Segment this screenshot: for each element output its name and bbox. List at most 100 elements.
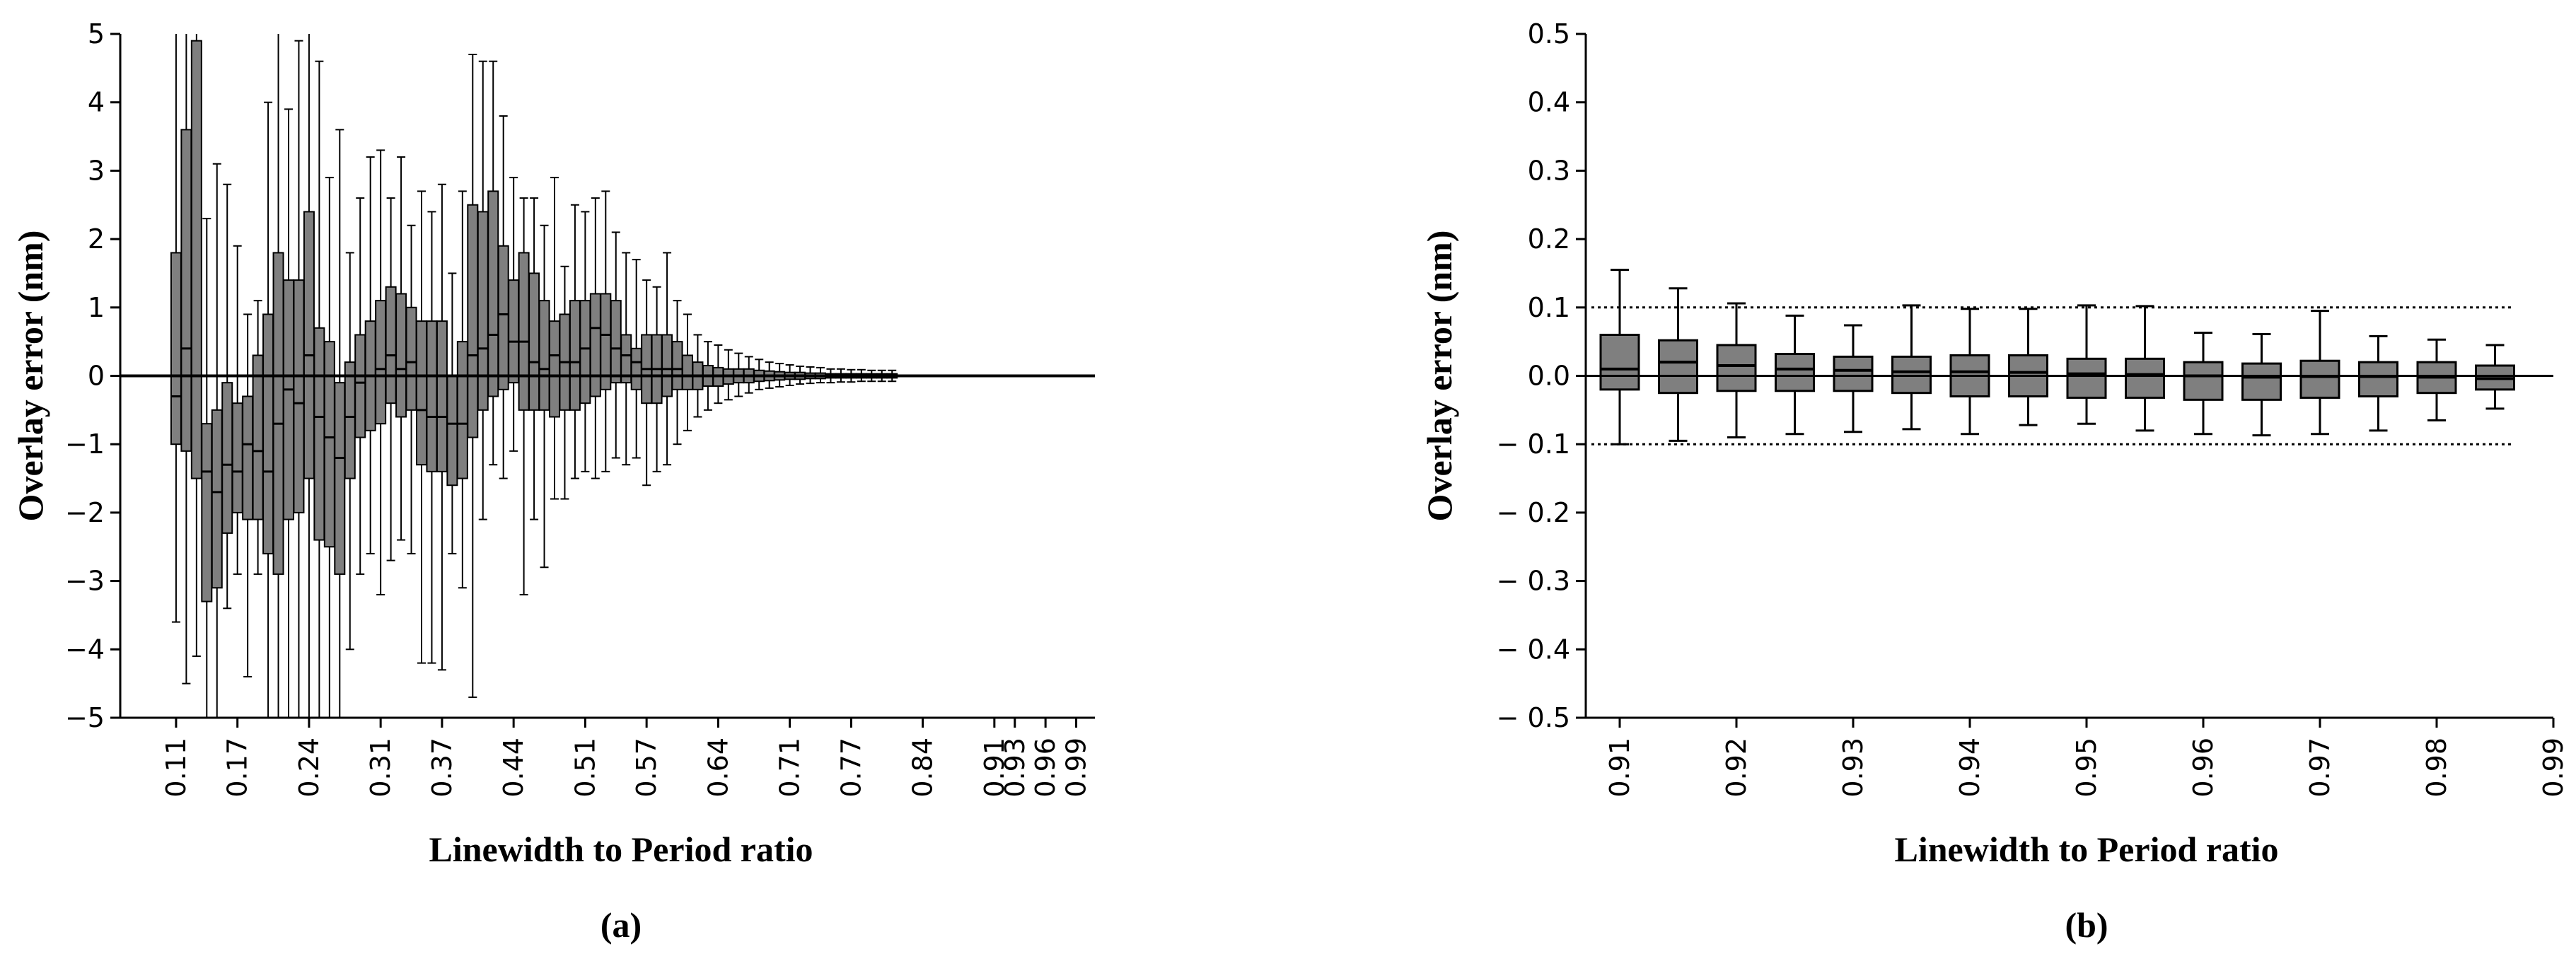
b-box-5 [1891, 304, 1932, 431]
a-box-4 [211, 163, 223, 718]
b-x-tick-label: 0.99 [2538, 738, 2569, 798]
a-box-rect [293, 279, 305, 513]
a-box-20 [375, 149, 387, 595]
a-box-rect [303, 211, 315, 479]
a-box-36 [538, 224, 550, 569]
b-box-rect [1833, 355, 1874, 392]
a-box-37 [549, 177, 560, 500]
b-boxes [1599, 269, 2515, 445]
a-box-53 [712, 344, 724, 404]
a-x-tick-label: 0.37 [427, 738, 458, 798]
a-box-31 [487, 60, 499, 466]
a-box-rect [395, 293, 407, 418]
a-x-tick-label: 0.51 [569, 738, 601, 798]
a-box-rect [579, 300, 591, 404]
a-box-rect [272, 252, 284, 575]
b-y-tick-label: 0.2 [1528, 223, 1570, 255]
a-y-tick-label: 0 [88, 361, 105, 392]
a-box-rect [610, 300, 622, 384]
a-box-rect [589, 293, 601, 397]
b-x-tick-label: 0.94 [1954, 738, 1985, 798]
a-box-34 [518, 197, 530, 595]
a-box-2 [190, 34, 202, 657]
a-box-5 [221, 183, 233, 610]
b-box-9 [2125, 305, 2165, 432]
b-box-10 [2183, 332, 2224, 436]
a-box-27 [446, 272, 458, 554]
a-box-0 [170, 34, 182, 623]
a-box-rect [252, 354, 264, 520]
b-y-tick-label: − 0.5 [1497, 702, 1570, 733]
a-box-rect [630, 347, 642, 390]
a-x-tick-label: 0.57 [631, 738, 662, 798]
b-box-1 [1658, 287, 1698, 442]
b-y-tick-label: − 0.4 [1497, 634, 1570, 665]
a-box-rect [497, 245, 509, 390]
a-x-tick-label: 0.11 [161, 738, 192, 798]
a-box-rect [518, 252, 530, 411]
a-x-tick-label: 0.77 [835, 738, 866, 798]
a-box-rect [426, 320, 438, 472]
a-x-tick-label: 0.91 [979, 738, 1010, 798]
a-box-24 [416, 190, 427, 664]
b-box-rect [2125, 357, 2165, 399]
b-box-4 [1833, 324, 1874, 433]
b-box-rect [2299, 359, 2340, 399]
a-y-tick-label: −2 [65, 497, 105, 528]
a-box-40 [579, 211, 591, 472]
a-box-rect [190, 40, 202, 479]
a-box-39 [569, 204, 581, 479]
b-box-3 [1775, 314, 1815, 436]
a-y-axis-label: Overlay error (nm) [11, 231, 50, 522]
a-y-tick-label: 4 [88, 87, 105, 118]
b-y-tick-label: 0.5 [1528, 18, 1570, 49]
a-x-axis-label: Linewidth to Period ratio [429, 829, 813, 869]
a-box-rect [467, 204, 479, 438]
a-box-rect [201, 423, 213, 602]
a-box-35 [528, 197, 540, 520]
a-box-12 [293, 40, 305, 718]
a-x-tick-label: 0.44 [498, 738, 529, 798]
b-y-ticks: − 0.5 − 0.4 − 0.3 − 0.2 − 0.1 0.0 0.1 0.2 0.3 0.4… [1497, 18, 1586, 733]
a-panel-label: (a) [601, 905, 642, 945]
b-box-rect [1658, 339, 1698, 395]
a-box-rect [477, 211, 489, 411]
a-x-tick-label: 0.17 [222, 738, 253, 798]
a-y-tick-label: −3 [65, 566, 105, 597]
a-y-tick-label: 1 [88, 292, 105, 323]
a-box-3 [201, 218, 213, 718]
b-x-ticks: 0.91 0.92 0.93 0.94 0.95 0.96 0.97 0.98 0.99 [1604, 718, 2569, 798]
a-box-rect [334, 382, 346, 575]
b-y-tick-label: − 0.1 [1497, 429, 1570, 460]
b-box-7 [2008, 308, 2048, 426]
a-box-33 [508, 177, 520, 452]
a-box-rect [538, 300, 550, 411]
a-box-rect [170, 252, 182, 445]
a-box-25 [426, 211, 438, 664]
a-x-tick-label: 0.71 [774, 738, 806, 798]
a-box-15 [323, 177, 335, 718]
b-x-tick-label: 0.97 [2304, 738, 2336, 798]
a-box-7 [242, 313, 254, 677]
a-box-rect [221, 382, 233, 534]
a-x-tick-label: 0.99 [1061, 738, 1092, 798]
b-box-0 [1599, 269, 1640, 445]
b-y-tick-label: − 0.3 [1497, 566, 1570, 597]
b-x-tick-label: 0.95 [2071, 738, 2102, 798]
a-y-tick-label: −5 [65, 702, 105, 733]
b-box-rect [2066, 357, 2107, 399]
b-y-tick-label: 0.1 [1528, 292, 1570, 323]
a-box-41 [589, 197, 601, 479]
a-box-rect [211, 409, 223, 589]
panel-b: − 0.5 − 0.4 − 0.3 − 0.2 − 0.1 0.0 0.1 0.2 0.3 0.4… [1420, 18, 2569, 945]
a-box-rect [549, 320, 560, 418]
a-box-18 [354, 197, 366, 575]
a-box-9 [262, 101, 274, 718]
a-x-tick-label: 0.96 [1030, 738, 1061, 798]
b-box-rect [2241, 362, 2282, 401]
a-box-17 [344, 252, 356, 651]
a-y-tick-label: −4 [65, 634, 105, 665]
a-box-rect [344, 361, 356, 479]
a-box-19 [364, 156, 376, 554]
